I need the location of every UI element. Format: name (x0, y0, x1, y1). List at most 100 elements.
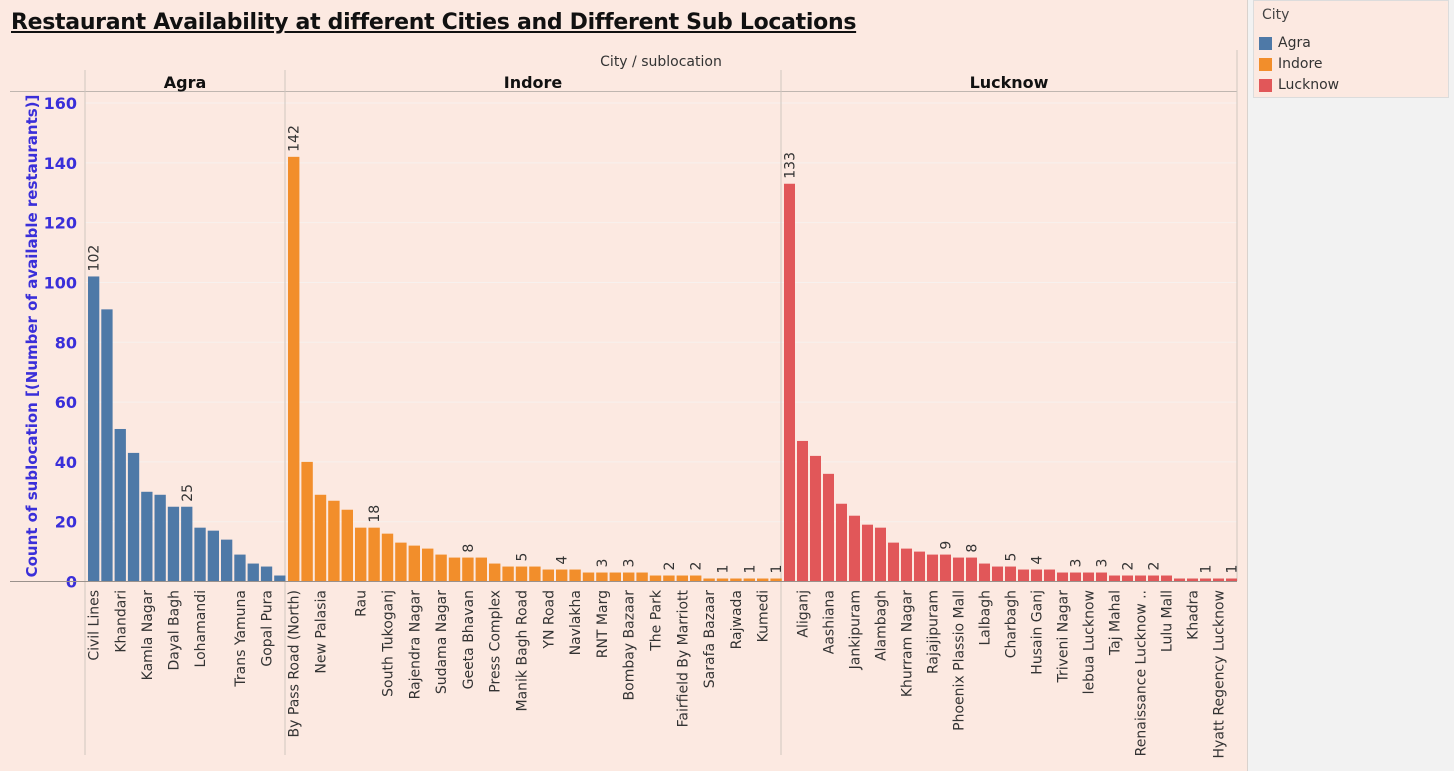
bar-lucknow (784, 183, 795, 582)
bar-lucknow (1135, 575, 1146, 582)
x-tick-label: YN Road (541, 590, 557, 650)
bar-indore (703, 578, 715, 582)
bar-lucknow (940, 554, 951, 582)
y-tick-label: 120 (44, 214, 77, 233)
x-tick-label: Civil Lines (87, 590, 103, 661)
data-label: 5 (1004, 553, 1020, 562)
x-tick-label: Kamla Nagar (140, 590, 156, 681)
bar-indore (435, 554, 447, 582)
x-tick-label: Rajajipuram (926, 590, 942, 674)
legend[interactable]: City Agra Indore Lucknow (1253, 0, 1449, 98)
x-tick-label: The Park (649, 589, 665, 652)
x-tick-label: Trans Yamuna (233, 590, 249, 688)
bar-lucknow (1200, 578, 1211, 582)
chart-panel: Restaurant Availability at different Cit… (0, 0, 1248, 771)
bar-lucknow (966, 557, 977, 582)
city-header-indore: Indore (504, 73, 563, 92)
x-tick-label: RNT Marg (595, 590, 611, 658)
data-label: 2 (689, 562, 705, 571)
bar-lucknow (875, 527, 886, 582)
bar-lucknow (1226, 578, 1237, 582)
bar-indore (422, 548, 434, 582)
bar-lucknow (823, 473, 834, 582)
bar-lucknow (1031, 569, 1042, 582)
bar-indore (328, 500, 340, 582)
bar-agra (221, 539, 233, 582)
data-label: 2 (662, 562, 678, 571)
y-tick-label: 60 (55, 393, 77, 412)
bar-lucknow (862, 524, 873, 582)
data-label: 142 (287, 125, 303, 152)
x-tick-label: Triveni Nagar (1056, 590, 1072, 684)
bar-lucknow (1109, 575, 1120, 582)
data-label: 3 (622, 559, 638, 568)
legend-item-agra[interactable]: Agra (1259, 34, 1311, 52)
bar-lucknow (797, 440, 808, 582)
bar-agra (260, 566, 273, 582)
bar-agra (88, 276, 100, 582)
x-tick-label: Gopal Pura (260, 590, 276, 667)
bar-indore (636, 572, 648, 582)
legend-swatch-agra (1259, 36, 1272, 50)
data-label: 2 (1121, 562, 1137, 571)
bar-indore (542, 569, 554, 582)
bar-indore (596, 572, 608, 582)
data-label: 2 (1147, 562, 1163, 571)
bar-agra (247, 563, 259, 582)
bar-lucknow (1096, 572, 1107, 582)
bar-indore (341, 509, 353, 582)
bar-lucknow (901, 548, 912, 582)
x-tick-label: Husain Ganj (1030, 590, 1046, 675)
data-label: 102 (87, 245, 103, 272)
bar-lucknow (1070, 572, 1081, 582)
bar-lucknow (1044, 569, 1055, 582)
bar-agra (141, 491, 153, 582)
data-label: 8 (461, 544, 477, 553)
x-tick-label: Phoenix Plassio Mall (952, 590, 968, 731)
data-label: 9 (939, 541, 955, 550)
bar-lucknow (1187, 578, 1198, 582)
bar-lucknow (1018, 569, 1029, 582)
bar-indore (448, 557, 461, 582)
bar-agra (207, 530, 219, 582)
city-header-agra: Agra (164, 73, 207, 92)
y-axis-title: Count of sublocation [(Number of availab… (23, 95, 41, 578)
data-label: 1 (716, 565, 732, 574)
bar-indore (623, 572, 635, 582)
data-label: 1 (742, 565, 758, 574)
column-header: City / sublocation (600, 54, 722, 70)
bar-agra (181, 506, 193, 582)
bar-lucknow (1122, 575, 1133, 582)
data-label: 3 (1095, 559, 1111, 568)
x-tick-label: Khandari (113, 590, 129, 653)
legend-title: City (1262, 7, 1290, 23)
bar-lucknow (849, 515, 860, 582)
bar-indore (649, 575, 662, 582)
x-tick-label: Taj Mahal (1108, 590, 1124, 656)
x-tick-label: Jankipuram (848, 590, 864, 670)
legend-item-indore[interactable]: Indore (1259, 55, 1323, 73)
bar-indore (368, 527, 380, 582)
bar-chart: City / sublocation020406080100120140160C… (10, 50, 1241, 758)
data-label: 25 (180, 484, 196, 502)
bar-agra (274, 575, 286, 582)
y-tick-label: 40 (55, 453, 77, 472)
x-tick-label: Alambagh (874, 590, 890, 661)
bar-indore (609, 572, 621, 582)
x-tick-label: Rajwada (729, 590, 745, 649)
bar-indore (475, 557, 487, 582)
bar-indore (730, 578, 742, 582)
data-label: 8 (965, 544, 981, 553)
data-label: 4 (1030, 556, 1046, 565)
bar-indore (381, 533, 394, 582)
y-tick-label: 100 (44, 273, 77, 292)
bar-indore (676, 575, 688, 582)
bar-lucknow (914, 551, 925, 582)
y-tick-label: 140 (44, 154, 77, 173)
legend-item-lucknow[interactable]: Lucknow (1259, 76, 1339, 94)
bar-lucknow (953, 557, 964, 582)
data-label: 5 (515, 553, 531, 562)
bar-indore (757, 578, 769, 582)
bar-lucknow (992, 566, 1003, 582)
bar-indore (529, 566, 541, 582)
